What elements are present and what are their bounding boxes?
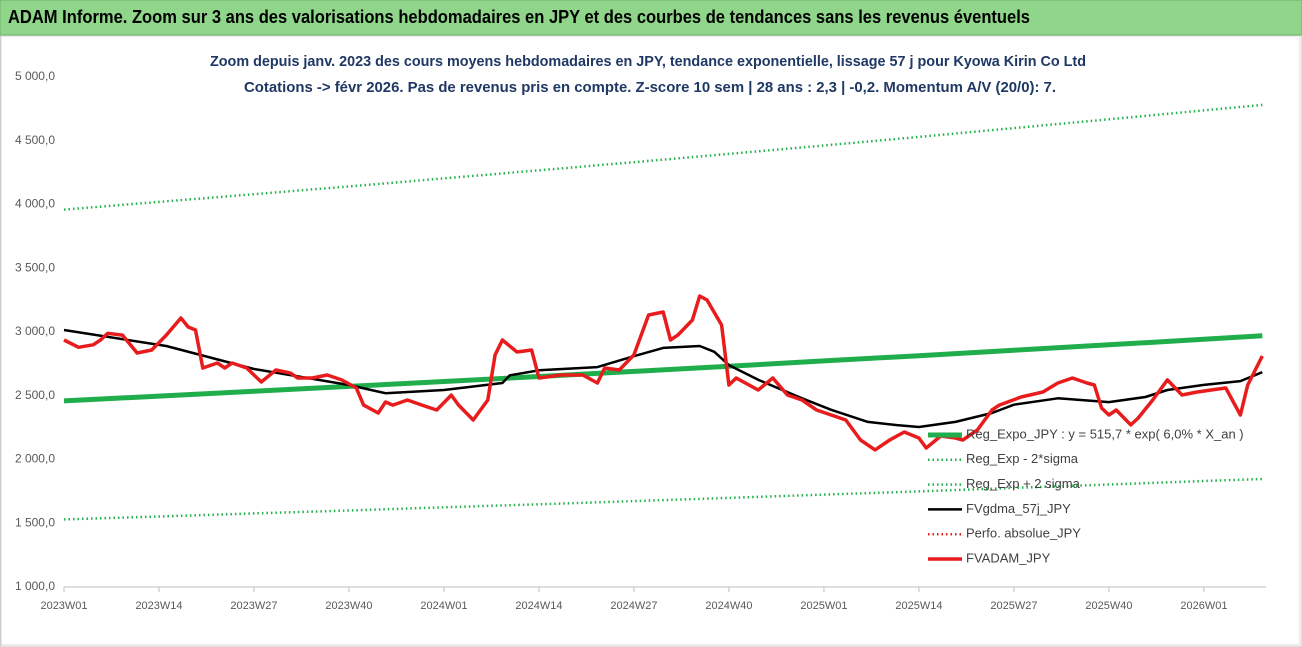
x-tick-label: 2025W01 [800, 600, 847, 612]
legend-label: FVgdma_57j_JPY [966, 501, 1071, 516]
y-tick-label: 2 500,0 [15, 388, 55, 402]
legend-label: Reg_Expo_JPY : y = 515,7 * exp( 6,0% * X… [966, 426, 1244, 441]
y-tick-label: 3 000,0 [15, 324, 55, 338]
x-tick-label: 2024W01 [420, 600, 467, 612]
y-tick-label: 1 500,0 [15, 515, 55, 529]
legend-label: Reg_Exp + 2 sigma [966, 476, 1081, 491]
banner [0, 0, 1302, 36]
plot-frame [0, 35, 1301, 646]
series-line [63, 477, 1263, 521]
x-tick-label: 2025W40 [1085, 600, 1132, 612]
chart-title: Zoom depuis janv. 2023 des cours moyens … [210, 53, 1086, 70]
legend-label: FVADAM_JPY [966, 550, 1051, 565]
x-tick-label: 2024W14 [515, 600, 562, 612]
x-tick-label: 2024W27 [610, 600, 657, 612]
x-tick-label: 2025W27 [990, 600, 1037, 612]
series-line [63, 328, 1263, 429]
y-tick-label: 1 000,0 [15, 579, 55, 593]
y-tick-label: 5 000,0 [15, 69, 55, 83]
series-line [63, 294, 1264, 452]
x-tick-label: 2023W27 [230, 600, 277, 612]
x-tick-label: 2024W40 [705, 600, 752, 612]
banner-title: ADAM Informe. Zoom sur 3 ans des valoris… [8, 7, 1030, 27]
x-tick-label: 2023W40 [325, 600, 372, 612]
x-tick-label: 2026W01 [1180, 600, 1227, 612]
y-tick-label: 2 000,0 [15, 452, 55, 466]
y-tick-label: 3 500,0 [15, 260, 55, 274]
x-tick-label: 2023W14 [135, 600, 182, 612]
y-tick-label: 4 000,0 [15, 197, 55, 211]
x-tick-label: 2023W01 [40, 600, 87, 612]
y-tick-label: 4 500,0 [15, 133, 55, 147]
series-line [63, 333, 1263, 404]
x-tick-label: 2025W14 [895, 600, 942, 612]
chart-subtitle: Cotations -> févr 2026. Pas de revenus p… [244, 79, 1056, 96]
legend-label: Perfo. absolue_JPY [966, 526, 1081, 541]
legend-label: Reg_Exp - 2*sigma [966, 451, 1079, 466]
